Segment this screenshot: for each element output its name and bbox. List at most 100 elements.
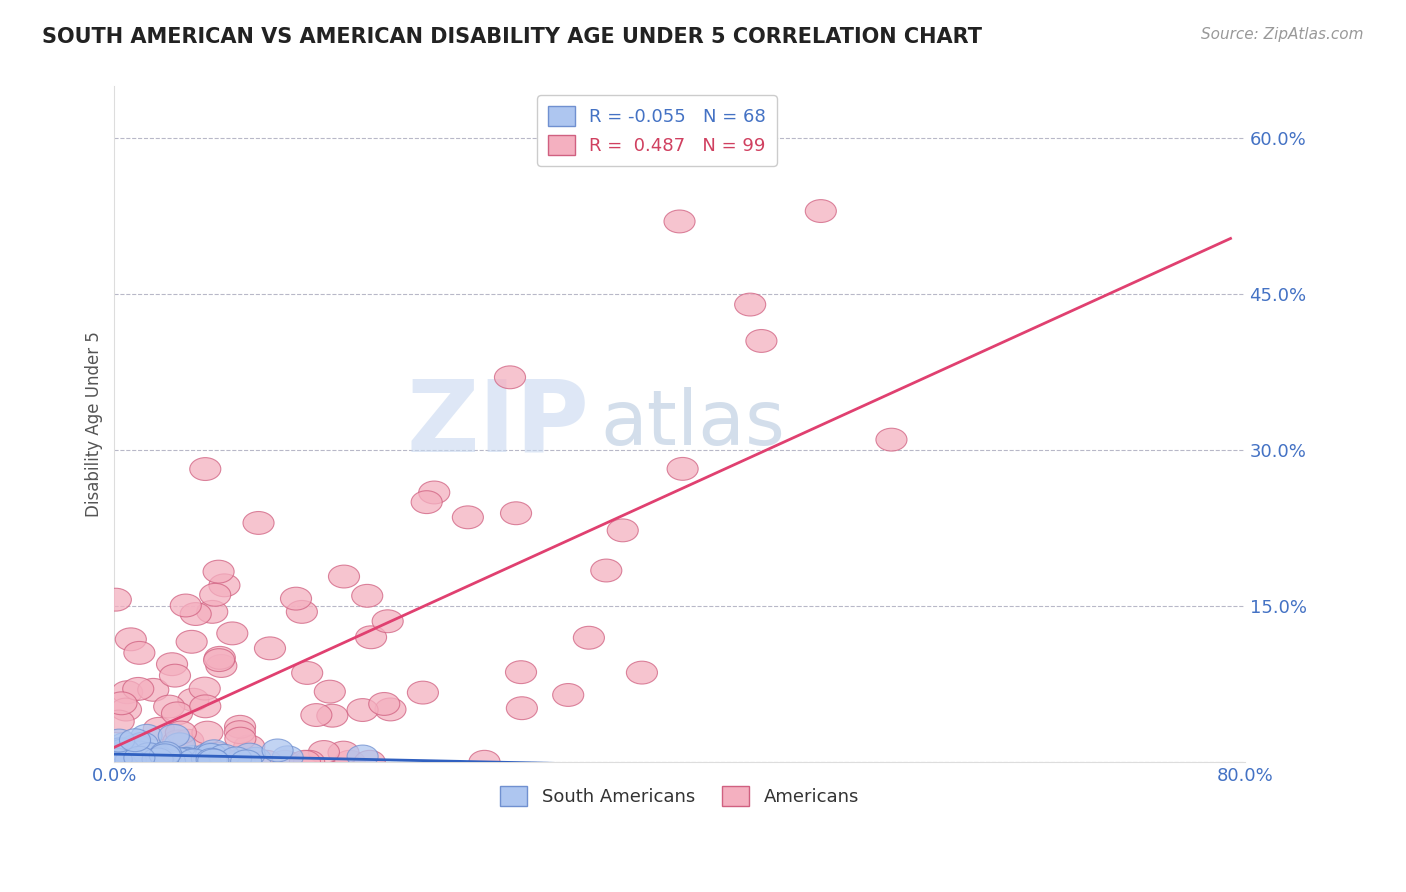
Ellipse shape	[121, 734, 152, 757]
Ellipse shape	[553, 683, 583, 706]
Ellipse shape	[153, 695, 184, 718]
Ellipse shape	[506, 661, 537, 683]
Ellipse shape	[129, 750, 160, 773]
Ellipse shape	[110, 732, 141, 756]
Ellipse shape	[143, 747, 174, 770]
Ellipse shape	[134, 743, 165, 765]
Ellipse shape	[112, 750, 143, 773]
Ellipse shape	[664, 210, 695, 233]
Ellipse shape	[145, 750, 176, 773]
Ellipse shape	[373, 610, 404, 632]
Ellipse shape	[190, 458, 221, 481]
Ellipse shape	[411, 491, 443, 514]
Ellipse shape	[138, 679, 169, 701]
Ellipse shape	[105, 738, 136, 761]
Ellipse shape	[212, 750, 243, 773]
Ellipse shape	[100, 743, 131, 765]
Ellipse shape	[225, 721, 256, 744]
Ellipse shape	[225, 715, 256, 739]
Ellipse shape	[347, 745, 378, 768]
Ellipse shape	[170, 748, 201, 771]
Ellipse shape	[124, 750, 155, 773]
Ellipse shape	[347, 698, 378, 722]
Ellipse shape	[108, 750, 139, 773]
Ellipse shape	[105, 692, 136, 714]
Ellipse shape	[180, 750, 211, 772]
Ellipse shape	[111, 681, 142, 704]
Ellipse shape	[165, 733, 195, 756]
Ellipse shape	[806, 200, 837, 222]
Ellipse shape	[301, 704, 332, 726]
Ellipse shape	[329, 566, 360, 588]
Ellipse shape	[607, 519, 638, 541]
Text: ZIP: ZIP	[406, 376, 589, 473]
Ellipse shape	[262, 739, 292, 762]
Ellipse shape	[139, 745, 170, 767]
Ellipse shape	[118, 750, 150, 772]
Ellipse shape	[156, 750, 187, 772]
Ellipse shape	[197, 600, 228, 624]
Ellipse shape	[177, 746, 208, 769]
Ellipse shape	[177, 689, 209, 711]
Ellipse shape	[101, 748, 132, 771]
Ellipse shape	[195, 743, 226, 766]
Ellipse shape	[138, 747, 169, 770]
Y-axis label: Disability Age Under 5: Disability Age Under 5	[86, 331, 103, 517]
Ellipse shape	[100, 588, 131, 611]
Ellipse shape	[115, 628, 146, 651]
Ellipse shape	[120, 729, 150, 752]
Ellipse shape	[183, 747, 214, 770]
Ellipse shape	[291, 662, 323, 684]
Ellipse shape	[170, 594, 201, 617]
Ellipse shape	[114, 742, 145, 764]
Ellipse shape	[204, 647, 235, 669]
Ellipse shape	[153, 747, 184, 770]
Ellipse shape	[115, 748, 146, 772]
Ellipse shape	[150, 746, 181, 768]
Ellipse shape	[100, 738, 131, 761]
Ellipse shape	[876, 428, 907, 451]
Ellipse shape	[111, 747, 142, 770]
Ellipse shape	[224, 750, 256, 773]
Ellipse shape	[127, 749, 157, 772]
Ellipse shape	[194, 743, 225, 765]
Ellipse shape	[110, 748, 141, 772]
Ellipse shape	[132, 750, 163, 772]
Ellipse shape	[111, 698, 142, 721]
Ellipse shape	[152, 747, 184, 771]
Ellipse shape	[627, 661, 658, 684]
Ellipse shape	[294, 750, 325, 773]
Ellipse shape	[335, 750, 366, 773]
Ellipse shape	[217, 750, 247, 773]
Ellipse shape	[209, 574, 240, 597]
Ellipse shape	[127, 732, 157, 756]
Ellipse shape	[214, 750, 245, 773]
Ellipse shape	[198, 749, 229, 772]
Ellipse shape	[204, 648, 235, 672]
Ellipse shape	[143, 744, 174, 766]
Ellipse shape	[375, 698, 406, 721]
Ellipse shape	[121, 749, 152, 772]
Ellipse shape	[149, 744, 180, 767]
Ellipse shape	[207, 750, 239, 773]
Text: atlas: atlas	[600, 387, 786, 461]
Ellipse shape	[104, 747, 135, 770]
Ellipse shape	[103, 710, 134, 733]
Ellipse shape	[506, 697, 537, 720]
Ellipse shape	[198, 739, 229, 763]
Ellipse shape	[495, 366, 526, 389]
Ellipse shape	[191, 747, 222, 770]
Ellipse shape	[243, 511, 274, 534]
Ellipse shape	[270, 750, 301, 773]
Ellipse shape	[574, 626, 605, 649]
Ellipse shape	[352, 584, 382, 607]
Ellipse shape	[191, 722, 224, 744]
Ellipse shape	[124, 641, 155, 665]
Ellipse shape	[273, 746, 304, 769]
Ellipse shape	[155, 750, 186, 772]
Ellipse shape	[120, 745, 150, 768]
Ellipse shape	[201, 750, 232, 773]
Text: SOUTH AMERICAN VS AMERICAN DISABILITY AGE UNDER 5 CORRELATION CHART: SOUTH AMERICAN VS AMERICAN DISABILITY AG…	[42, 27, 983, 46]
Ellipse shape	[308, 740, 339, 764]
Ellipse shape	[470, 750, 501, 773]
